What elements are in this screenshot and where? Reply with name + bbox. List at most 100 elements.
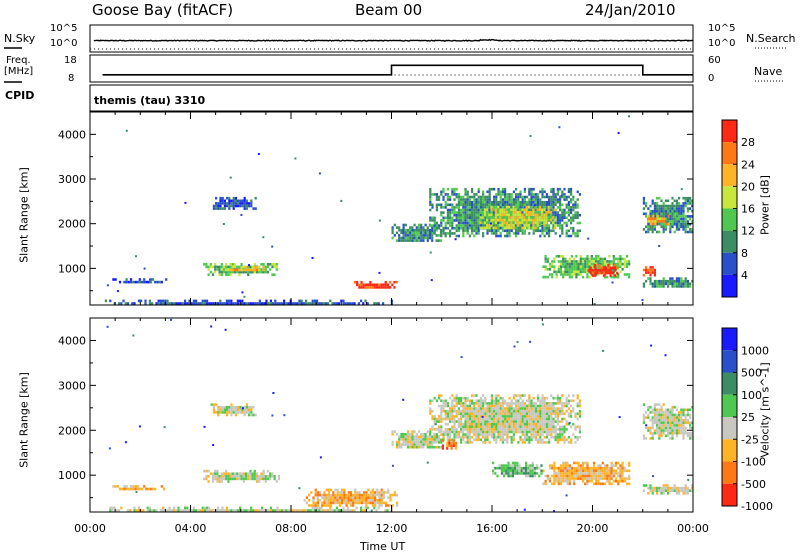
power-cell-r7 — [517, 208, 520, 212]
power-cell-r9 — [566, 268, 569, 271]
velocity-cell-r6 — [504, 433, 507, 436]
power-cell-r7 — [539, 234, 542, 238]
velocity-cell-r6 — [438, 394, 441, 397]
power-cell-r11 — [645, 268, 648, 272]
velocity-cell-r3 — [230, 411, 233, 414]
velocity-cell-r6 — [561, 425, 564, 429]
velocity-cell-r6 — [526, 428, 529, 431]
power-cell-r7 — [545, 232, 548, 235]
velocity-cell-r4 — [323, 496, 326, 499]
velocity-cell-r6 — [438, 404, 441, 408]
velocity-cell-r8 — [551, 482, 554, 486]
velocity-cell-r0 — [355, 506, 358, 510]
velocity-cell-r6 — [495, 430, 498, 434]
power-cell-r4 — [232, 199, 235, 203]
velocity-cell-r6 — [508, 407, 511, 410]
velocity-cell-r6 — [545, 409, 548, 413]
velocity-cell-r8 — [557, 469, 560, 473]
velocity-cell-r5 — [413, 443, 416, 446]
velocity-cell-r2 — [260, 472, 263, 475]
power-cell-r0 — [228, 299, 231, 303]
power-cell-r7 — [574, 200, 577, 204]
velocity-cell-r11 — [662, 486, 665, 490]
power-cell-r6 — [420, 226, 423, 229]
velocity-cell-r0 — [311, 506, 314, 510]
power-cell-r6 — [415, 228, 418, 232]
velocity-speckle — [272, 392, 275, 394]
power-cell-r12 — [658, 215, 661, 218]
velocity-cell-r0 — [177, 509, 180, 512]
power-cell-r7 — [519, 200, 522, 204]
velocity-cell-r5 — [422, 443, 425, 446]
velocity-cell-r6 — [451, 399, 454, 403]
velocity-cell-r8 — [564, 464, 567, 467]
velocity-cell-r6 — [473, 412, 476, 416]
velocity-cell-r8 — [566, 477, 569, 480]
power-cell-r7 — [466, 208, 469, 212]
velocity-cell-r3 — [212, 411, 215, 414]
velocity-cell-r6 — [468, 402, 471, 405]
velocity-speckle — [124, 441, 127, 444]
velocity-cell-r6 — [554, 396, 557, 400]
power-cell-r5 — [373, 286, 376, 289]
power-cell-r7 — [539, 229, 542, 233]
power-cell-r8 — [525, 216, 528, 219]
power-cell-r7 — [559, 234, 562, 238]
power-cell-r0 — [318, 302, 321, 305]
velocity-cell-r6 — [552, 425, 555, 429]
power-cell-r7 — [506, 198, 509, 201]
power-cell-r7 — [493, 232, 496, 235]
velocity-cell-r11 — [647, 486, 650, 490]
velocity-cell-r4 — [389, 504, 392, 507]
velocity-cell-r6 — [429, 402, 432, 405]
power-cell-r9 — [559, 260, 563, 263]
velocity-cell-r8 — [628, 461, 631, 465]
velocity-cell-r6 — [572, 433, 575, 436]
velocity-cell-r8 — [621, 474, 624, 478]
velocity-cell-r6 — [455, 433, 458, 436]
velocity-speckle — [170, 318, 173, 321]
power-cell-r9 — [592, 262, 596, 266]
power-cell-r12 — [684, 222, 687, 226]
velocity-cell-r9 — [503, 466, 506, 470]
power-cell-r9 — [555, 273, 558, 276]
velocity-cell-r6 — [453, 430, 456, 434]
power-cell-r6 — [409, 228, 412, 232]
power-speckle — [378, 219, 381, 222]
velocity-cell-r6 — [523, 404, 526, 408]
power-cell-r13 — [667, 214, 670, 218]
velocity-cell-r0 — [384, 509, 387, 512]
power-cell-r12 — [660, 207, 663, 210]
velocity-cell-r4 — [316, 501, 319, 505]
velocity-cell-r9 — [531, 469, 534, 473]
velocity-cell-r6 — [486, 420, 489, 423]
power-cell-r6 — [428, 228, 432, 232]
power-cell-r7 — [490, 229, 493, 233]
power-cell-r7 — [556, 206, 559, 209]
velocity-cell-r4 — [316, 493, 319, 497]
velocity-cell-r6 — [508, 402, 511, 405]
power-cell-r7 — [444, 234, 447, 238]
velocity-cell-r6 — [479, 422, 482, 426]
velocity-cell-r6 — [532, 422, 535, 426]
velocity-cell-r4 — [305, 501, 308, 505]
velocity-cell-r4 — [330, 499, 333, 502]
velocity-cell-r2 — [214, 472, 217, 475]
velocity-cell-r6 — [453, 425, 456, 429]
velocity-cell-r5 — [400, 435, 403, 439]
velocity-cell-r5 — [395, 432, 399, 436]
power-cell-r7 — [462, 229, 465, 233]
velocity-cell-r4 — [332, 499, 335, 502]
power-colorbar-segment — [722, 142, 737, 165]
velocity-cell-r4 — [378, 496, 381, 499]
velocity-cell-r4 — [308, 493, 311, 497]
velocity-cell-r6 — [506, 407, 509, 410]
velocity-cell-r6 — [457, 407, 460, 410]
power-cell-r8 — [532, 224, 535, 227]
velocity-cell-r7 — [454, 444, 458, 448]
power-cell-r6 — [398, 226, 401, 229]
velocity-cell-r6 — [433, 417, 436, 421]
velocity-cell-r8 — [597, 474, 600, 478]
power-cell-r8 — [534, 226, 537, 230]
power-cell-r5 — [389, 286, 392, 289]
